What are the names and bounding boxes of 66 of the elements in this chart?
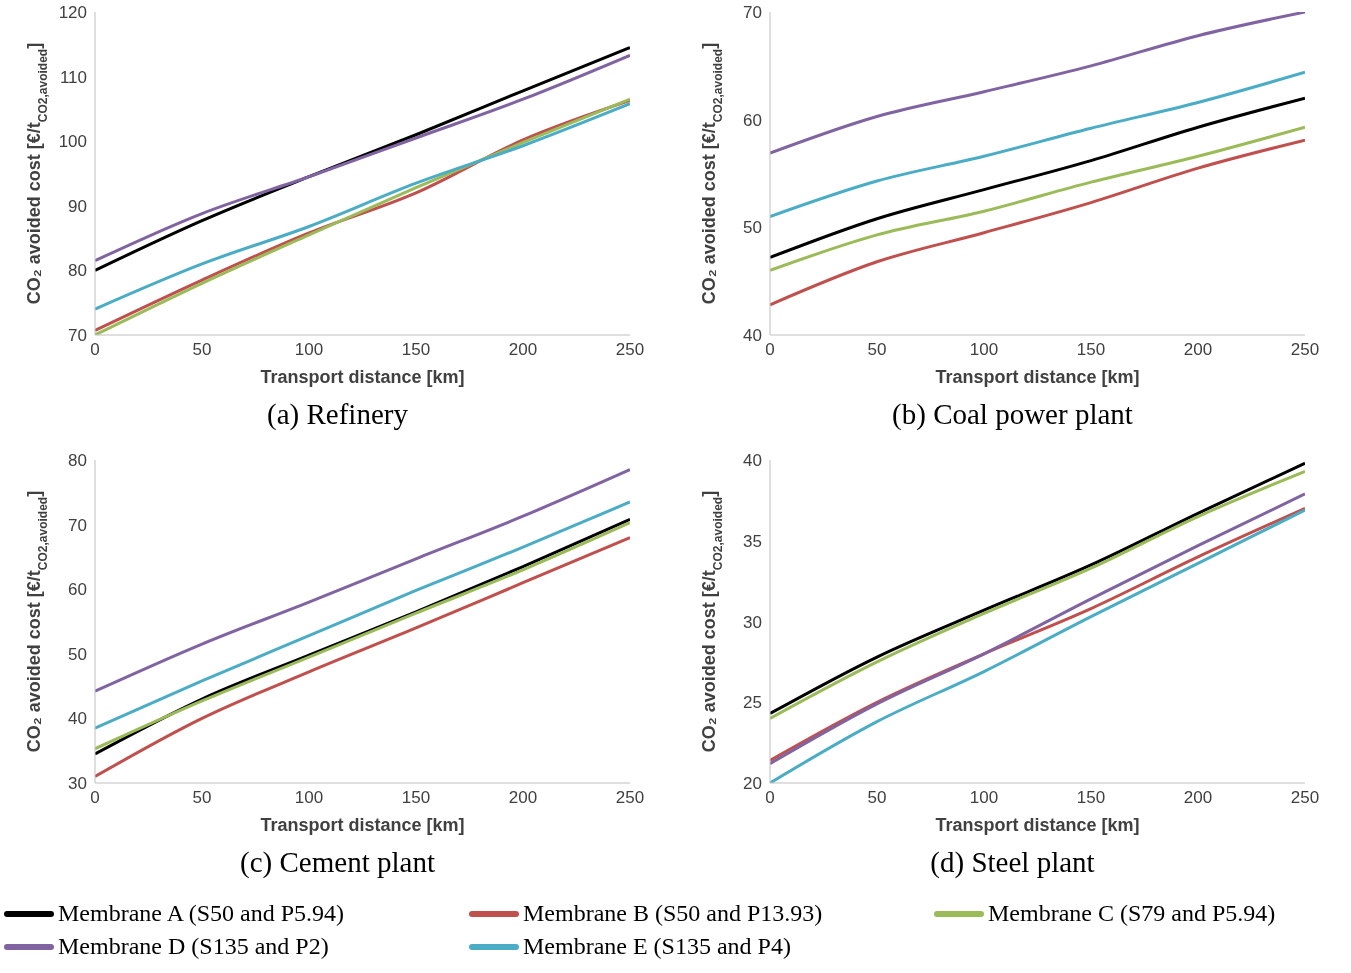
y-tick-label: 60 [743,110,762,130]
y-tick-label: 25 [743,693,762,713]
x-tick-label: 150 [1076,340,1106,360]
x-tick-label: 250 [1290,788,1320,808]
x-tick-label: 0 [765,788,775,808]
y-tick-label: 70 [68,515,87,535]
x-tick-label: 50 [192,340,212,360]
y-tick-label: 90 [68,196,87,216]
x-tick-label: 200 [1183,788,1213,808]
legend-label: Membrane A (S50 and P5.94) [58,900,344,927]
x-tick-label: 50 [867,340,887,360]
x-tick-label: 0 [90,340,100,360]
y-tick-label: 35 [743,531,762,551]
x-tick-label: 100 [969,340,999,360]
legend-label: Membrane B (S50 and P13.93) [523,900,823,927]
text: (b) Coal power plant [891,398,1134,431]
x-axis-title: Transport distance [km] [935,815,1140,835]
y-tick-label: 110 [59,67,87,87]
x-axis-title: Transport distance [km] [260,815,465,835]
line-series [770,96,1305,259]
x-tick-label: 250 [615,340,645,360]
text: (c) Cement plant [239,846,436,879]
y-tick-label: 60 [68,580,87,600]
y-tick-label: 80 [68,261,87,281]
y-tick-label: 20 [743,774,762,794]
y-tick-label: 50 [68,644,87,664]
legend-label: Membrane E (S135 and P4) [523,933,791,960]
y-tick-label: 80 [68,451,87,471]
y-tick-label: 70 [743,3,762,23]
y-tick-label: 70 [68,326,87,346]
line-series [770,138,1305,307]
x-tick-label: 50 [867,788,887,808]
x-tick-label: 200 [1183,340,1213,360]
line-series [95,536,630,779]
x-tick-label: 200 [508,340,538,360]
x-tick-label: 150 [1076,788,1106,808]
x-axis-title: Transport distance [km] [260,367,465,387]
y-tick-label: 120 [58,3,87,23]
y-tick-label: 40 [743,451,762,471]
y-tick-label: 40 [743,326,762,346]
x-tick-label: 150 [401,340,431,360]
text: (a) Refinery [266,398,409,431]
y-tick-label: 40 [68,709,87,729]
x-tick-label: 0 [765,340,775,360]
line-series [770,12,1305,155]
x-tick-label: 150 [401,788,431,808]
x-tick-label: 0 [90,788,100,808]
x-tick-label: 100 [969,788,999,808]
x-axis-title: Transport distance [km] [935,367,1140,387]
x-tick-label: 250 [615,788,645,808]
x-tick-label: 200 [508,788,538,808]
legend-label: Membrane D (S135 and P2) [58,933,329,960]
line-series [95,468,630,693]
line-series [95,500,630,730]
y-tick-label: 30 [743,612,762,632]
x-tick-label: 100 [294,340,324,360]
y-tick-label: 100 [58,132,87,152]
legend-label: Membrane C (S79 and P5.94) [988,900,1276,927]
y-tick-label: 30 [68,774,87,794]
y-tick-label: 50 [743,218,762,238]
line-series [770,70,1305,219]
line-series [770,125,1305,272]
x-tick-label: 50 [192,788,212,808]
x-tick-label: 250 [1290,340,1320,360]
text: (d) Steel plant [929,846,1096,879]
x-tick-label: 100 [294,788,324,808]
